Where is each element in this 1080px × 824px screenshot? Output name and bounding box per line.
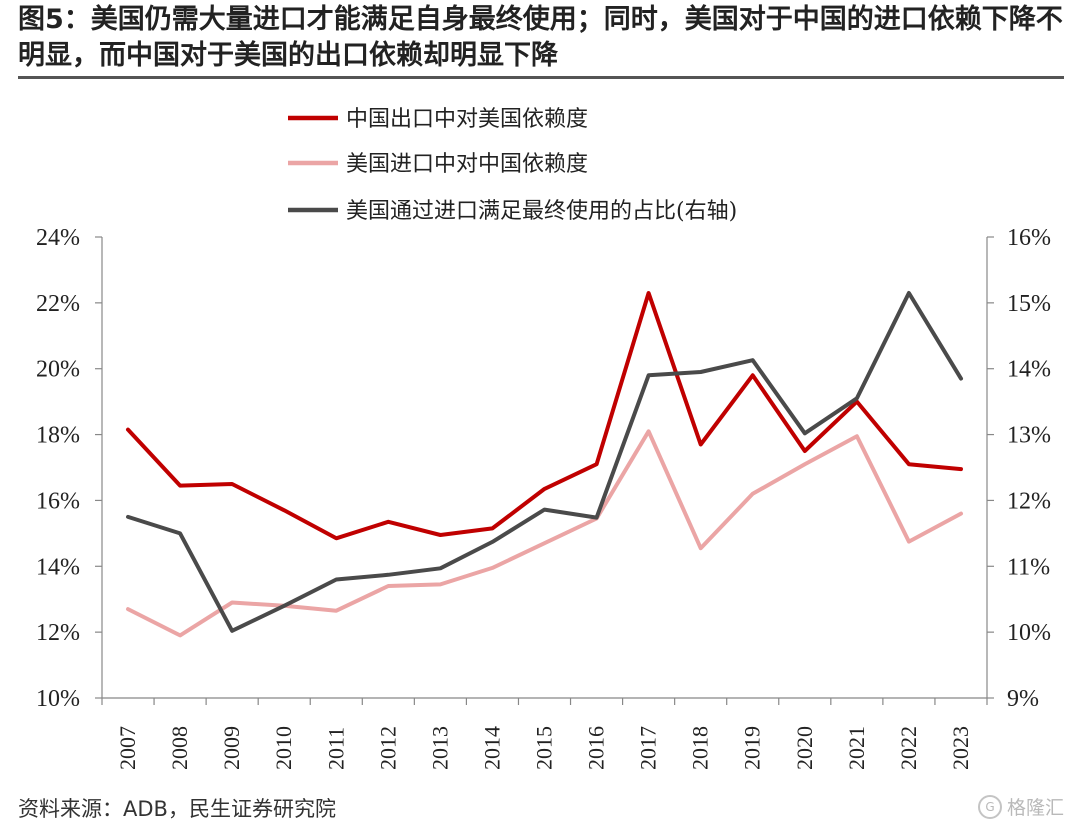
y-left-tick-label: 20% [36, 357, 80, 383]
y-right-tick-label: 12% [1007, 488, 1051, 514]
x-tick-label: 2019 [740, 726, 765, 770]
y-left-tick-label: 22% [36, 291, 80, 317]
y-left-tick-label: 14% [36, 554, 80, 580]
y-left-tick-label: 16% [36, 488, 80, 514]
legend: 中国出口中对美国依赖度美国进口中对中国依赖度美国通过进口满足最终使用的占比(右轴… [288, 107, 737, 224]
y-left-tick-label: 18% [36, 423, 80, 449]
chart-title: 图5：美国仍需大量进口才能满足自身最终使用；同时，美国对于中国的进口依赖下降不明… [18, 4, 1063, 71]
x-tick-label: 2008 [167, 726, 192, 770]
legend-label: 美国进口中对中国依赖度 [346, 152, 588, 177]
y-left-tick-label: 12% [36, 620, 80, 646]
source-note: 资料来源：ADB，民生证券研究院 [18, 797, 336, 821]
x-tick-label: 2009 [219, 726, 244, 770]
y-right-tick-label: 13% [1007, 423, 1051, 449]
line-chart: 10% 12% 14% 16% 18% 20% 22% 24% 9% 10% 11% 12% 13% 14… [36, 107, 1051, 770]
series-lines [126, 291, 963, 638]
series-line-0 [126, 291, 963, 541]
x-tick-label: 2016 [584, 726, 609, 770]
axes: 10% 12% 14% 16% 18% 20% 22% 24% 9% 10% 11% 12% 13% 14… [36, 225, 1051, 770]
x-tick-label: 2022 [896, 726, 921, 770]
series-line-1 [126, 429, 963, 638]
y-right-tick-label: 11% [1007, 554, 1050, 580]
x-tick-label: 2021 [844, 726, 869, 770]
watermark-logo-icon: G [977, 794, 1002, 819]
watermark: G 格隆汇 [977, 793, 1064, 820]
y-left-tick-label: 10% [36, 686, 80, 712]
watermark-text: 格隆汇 [1006, 797, 1064, 819]
x-tick-label: 2012 [375, 726, 400, 770]
series-line-2 [126, 291, 963, 633]
x-tick-label: 2018 [688, 726, 713, 770]
y-right-tick-label: 15% [1007, 291, 1051, 317]
legend-label: 美国通过进口满足最终使用的占比(右轴) [346, 199, 737, 224]
x-tick-label: 2010 [271, 726, 296, 770]
y-right-tick-label: 16% [1007, 225, 1051, 251]
y-left-tick-label: 24% [36, 225, 80, 251]
legend-label: 中国出口中对美国依赖度 [346, 107, 588, 132]
title-divider [18, 76, 1064, 79]
x-tick-label: 2023 [948, 726, 973, 770]
y-right-tick-label: 14% [1007, 357, 1051, 383]
x-tick-label: 2015 [532, 726, 557, 770]
x-tick-label: 2017 [636, 726, 661, 770]
x-tick-label: 2007 [115, 726, 140, 770]
x-tick-label: 2011 [323, 727, 348, 770]
x-tick-label: 2020 [792, 726, 817, 770]
y-right-tick-label: 10% [1007, 620, 1051, 646]
x-tick-label: 2013 [427, 726, 452, 770]
y-right-tick-label: 9% [1007, 686, 1039, 712]
x-tick-label: 2014 [479, 726, 504, 770]
